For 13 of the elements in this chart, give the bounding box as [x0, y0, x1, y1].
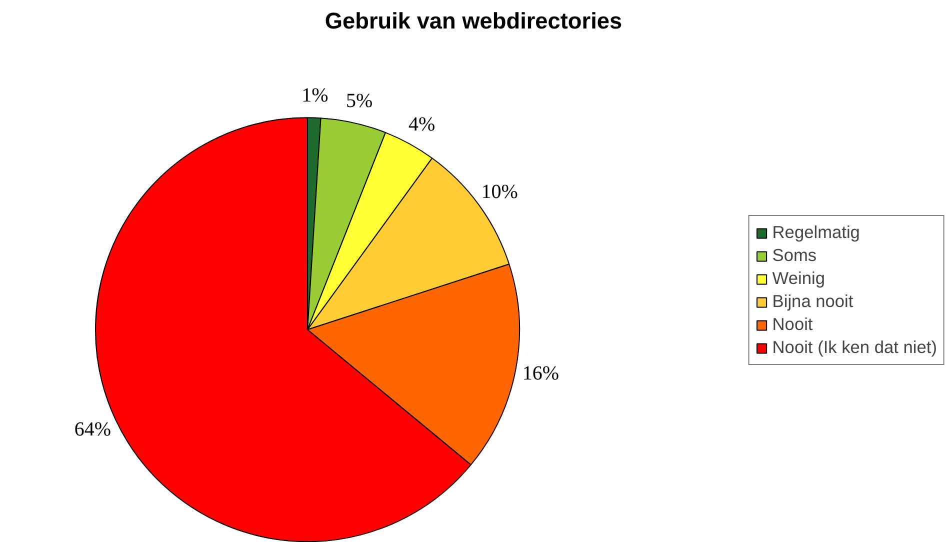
legend-label: Weinig	[772, 268, 825, 289]
data-label: 10%	[481, 181, 518, 204]
legend-label: Bijna nooit	[772, 291, 854, 312]
data-label: 64%	[74, 418, 111, 440]
data-label: 4%	[408, 113, 436, 136]
data-label: 5%	[346, 90, 373, 112]
legend-label: Nooit	[772, 314, 813, 335]
data-label: 16%	[522, 362, 560, 385]
legend-label: Soms	[772, 245, 817, 266]
data-label: 1%	[302, 84, 328, 107]
chart-title: Gebruik van webdirectories	[324, 8, 622, 34]
legend-label: Nooit (Ik ken dat niet)	[772, 337, 937, 358]
legend-label: Regelmatig	[772, 222, 860, 243]
